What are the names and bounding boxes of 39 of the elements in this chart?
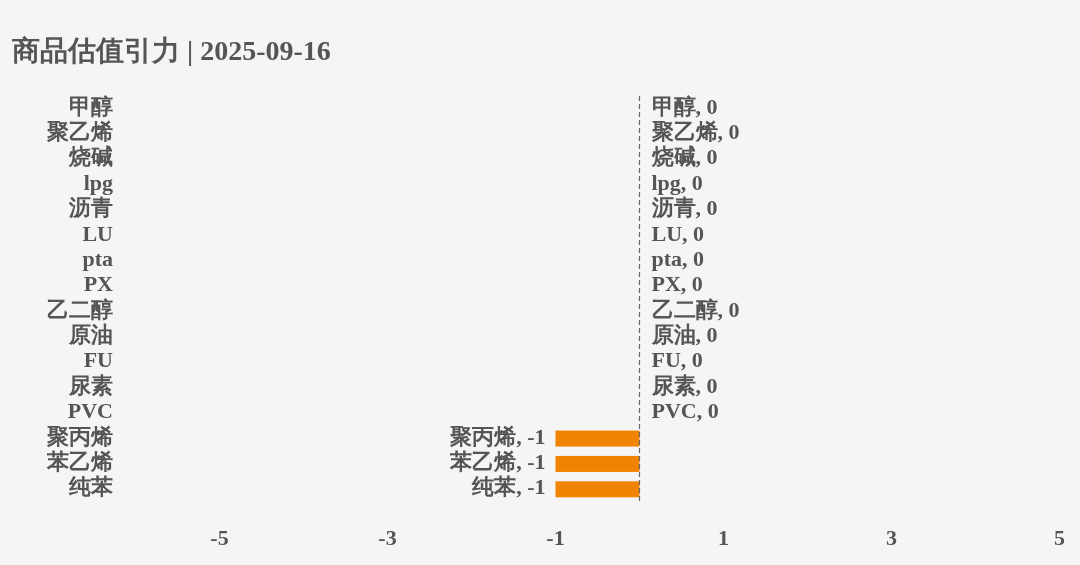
x-tick-label: 3	[886, 525, 897, 551]
x-tick-label: -3	[378, 525, 397, 551]
data-label: 乙二醇, 0	[651, 296, 740, 322]
data-label: 聚乙烯, 0	[650, 119, 740, 145]
y-tick-label: FU	[83, 347, 114, 373]
y-tick-label: 聚乙烯	[46, 119, 113, 145]
y-tick-label: 聚丙烯	[46, 423, 113, 449]
chart-title: 商品估值引力 | 2025-09-16	[11, 35, 331, 67]
y-tick-label: 甲醇	[69, 93, 113, 119]
data-label: 纯苯, -1	[471, 474, 546, 500]
data-label: PVC, 0	[651, 398, 719, 424]
y-tick-label: 尿素	[68, 372, 113, 398]
y-tick-label: 沥青	[68, 195, 113, 221]
y-tick-label: PVC	[67, 398, 113, 424]
data-label: 苯乙烯, -1	[449, 448, 546, 474]
y-tick-label: lpg	[83, 169, 113, 195]
y-tick-label: 原油	[68, 322, 113, 348]
y-tick-label: LU	[82, 220, 114, 246]
y-tick-label: 苯乙烯	[46, 448, 113, 474]
data-label: 原油, 0	[650, 322, 718, 348]
data-label: 沥青, 0	[650, 195, 718, 221]
x-tick-label: 5	[1054, 525, 1065, 551]
y-tick-label: PX	[83, 271, 114, 297]
y-tick-label: 烧碱	[68, 144, 113, 170]
y-tick-label: 乙二醇	[47, 296, 113, 322]
data-label: 聚丙烯, -1	[449, 423, 546, 449]
data-label: LU, 0	[651, 220, 705, 246]
data-label: lpg, 0	[651, 169, 703, 195]
data-label: 尿素, 0	[650, 372, 718, 398]
data-label: 烧碱, 0	[650, 144, 718, 170]
data-label: PX, 0	[651, 271, 703, 297]
data-label: 甲醇, 0	[651, 93, 718, 119]
x-tick-label: -5	[210, 525, 229, 551]
x-tick-label: 1	[718, 525, 729, 551]
y-tick-label: 纯苯	[68, 474, 113, 500]
y-tick-label: pta	[82, 245, 113, 271]
x-tick-label: -1	[546, 525, 565, 551]
data-label: FU, 0	[651, 347, 703, 373]
data-label: pta, 0	[651, 245, 705, 271]
